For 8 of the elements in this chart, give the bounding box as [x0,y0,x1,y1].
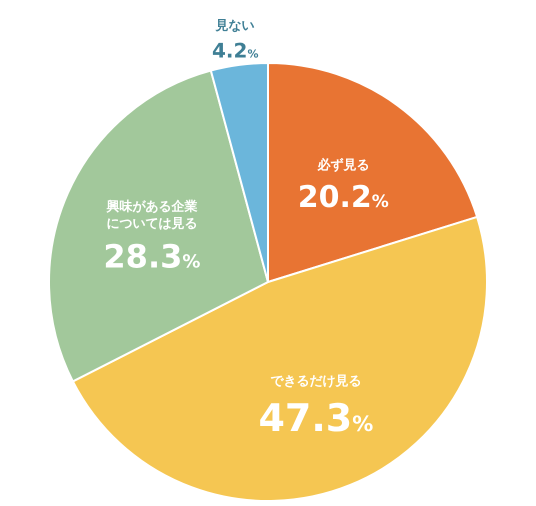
slice-label: 興味がある企業については見る [105,199,198,232]
slice-label: 必ず見る [316,157,370,174]
data-label: 4.2% [212,38,258,63]
data-label: 20.2% [298,180,389,216]
slice-label: 見ない [214,18,255,34]
slice-label: できるだけ見る [270,374,362,390]
data-label: 28.3% [103,237,200,276]
data-label: 47.3% [258,396,374,440]
